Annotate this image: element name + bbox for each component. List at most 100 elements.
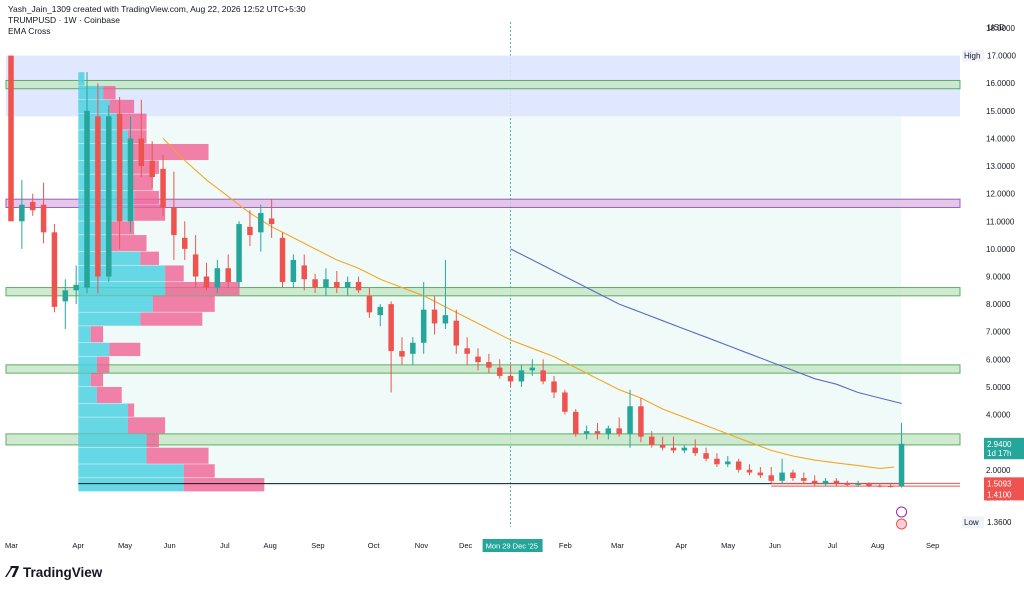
volume-profile-up-bar <box>78 326 91 343</box>
x-tick-label: Dec <box>459 541 473 550</box>
volume-profile-down-bar <box>90 326 104 343</box>
time-axis: Mar Apr May Jun Jul Aug Sep Oct Nov Dec Feb Mar Apr M… <box>5 506 939 552</box>
candle-down <box>40 204 47 233</box>
candle-up <box>822 480 829 484</box>
x-tick-label: Apr <box>675 541 687 550</box>
y-tick-label: 2.0000 <box>986 466 1011 475</box>
volume-profile-down-bar <box>127 174 153 191</box>
candle-up <box>344 282 351 288</box>
candle-up <box>855 483 861 485</box>
price-label-value: 17.0000 <box>987 52 1016 61</box>
volume-profile-down-bar <box>134 204 166 221</box>
x-tick-label: Jun <box>164 541 176 550</box>
plot-background <box>78 22 902 527</box>
y-tick-label: 9.0000 <box>986 273 1011 282</box>
volume-profile-up-bar <box>78 174 128 191</box>
volume-profile-down-bar <box>140 251 159 265</box>
candle-down <box>171 207 177 236</box>
price-label-tag: High <box>964 52 980 61</box>
indicator-line: EMA Cross <box>8 26 51 36</box>
candle-down <box>692 447 698 454</box>
volume-profile-down-bar <box>134 190 159 205</box>
volume-profile-down-bar <box>127 417 166 434</box>
candle-down <box>203 276 210 288</box>
volume-profile-up-bar <box>78 235 110 252</box>
volume-profile-down-bar <box>96 356 110 373</box>
candle-down <box>116 113 123 222</box>
candle-down <box>431 309 438 324</box>
price-label-bg <box>984 437 1024 450</box>
candle-down <box>334 282 340 288</box>
brand-name: TradingView <box>22 564 103 580</box>
volume-profile-down-bar <box>140 312 203 326</box>
volume-profile-up-bar <box>78 386 97 404</box>
y-tick-label: 12.0000 <box>986 190 1015 199</box>
volume-profile-down-bar <box>152 295 215 312</box>
volume-profile-down-bar <box>109 99 135 114</box>
volume-profile-down-bar <box>165 282 240 296</box>
volume-profile-down-bar <box>165 265 184 282</box>
volume-profile-down-bar <box>183 478 265 492</box>
price-label-value: 1.4100 <box>987 490 1012 499</box>
candle-up <box>84 110 90 288</box>
volume-profile-down-bar <box>109 342 141 357</box>
ema-lines-layer <box>162 138 902 469</box>
x-tick-label: Jul <box>827 541 837 550</box>
candle-up <box>529 367 536 371</box>
candle-down <box>225 268 231 283</box>
candle-down <box>138 138 145 167</box>
candle-down <box>192 254 199 277</box>
candle-down <box>572 411 579 434</box>
price-label-bg <box>984 488 1024 501</box>
credit-line: Yash_Jain_1309 created with TradingView.… <box>8 4 306 14</box>
x-tick-label: Jun <box>769 541 781 550</box>
candle-down <box>475 356 481 363</box>
volume-profile-up-bar <box>78 72 85 86</box>
candle-up <box>377 306 384 316</box>
zone-green-4 <box>5 364 961 374</box>
candle-down <box>496 367 503 376</box>
zone-purple-2 <box>5 198 961 208</box>
candle-down <box>746 469 753 473</box>
candle-down <box>790 472 796 479</box>
crosshair-date-bg <box>482 539 543 552</box>
volume-profile-down-bar <box>121 113 147 130</box>
candle-down <box>464 348 470 354</box>
price-label-value: 1.5093 <box>987 479 1012 488</box>
candle-down <box>616 428 622 434</box>
flash-event-icon <box>896 506 908 518</box>
candle-down <box>801 478 807 481</box>
candle-down <box>268 218 275 225</box>
candle-up <box>681 447 688 451</box>
volume-profile-up-bar <box>78 99 110 114</box>
candle-up <box>290 259 297 283</box>
candle-up <box>236 224 242 283</box>
candle-down <box>811 480 818 484</box>
candle-down <box>388 304 394 352</box>
price-label-value: 2.9400 <box>987 440 1012 449</box>
x-tick-label: Nov <box>415 541 429 550</box>
candle-down <box>366 295 373 313</box>
candle-down <box>453 320 460 346</box>
candle-up <box>605 428 612 434</box>
tradingview-logo-icon: ⁄7 <box>8 563 20 581</box>
candle-up <box>779 472 785 481</box>
candle-down <box>649 436 655 445</box>
ema-fast-line <box>162 138 895 469</box>
candle-down <box>735 461 742 470</box>
tradingview-brand[interactable]: ⁄7 TradingView <box>8 563 102 581</box>
volume-profile-up-bar <box>78 356 97 373</box>
volume-profile-up-bar <box>78 130 128 144</box>
price-label-tag-bg <box>962 516 984 529</box>
zone-green-3 <box>5 287 961 297</box>
y-tick-label: 6.0000 <box>986 355 1011 364</box>
volume-profile-up-bar <box>78 464 184 478</box>
price-label-bg <box>984 49 1024 62</box>
axis-unit-label: USD <box>988 23 1005 32</box>
volume-profile-up-bar <box>78 342 110 357</box>
candle-up <box>127 138 134 222</box>
volume-profile-up-bar <box>78 403 128 417</box>
y-tick-label: 16.0000 <box>986 79 1015 88</box>
y-tick-label: 8.0000 <box>986 300 1011 309</box>
